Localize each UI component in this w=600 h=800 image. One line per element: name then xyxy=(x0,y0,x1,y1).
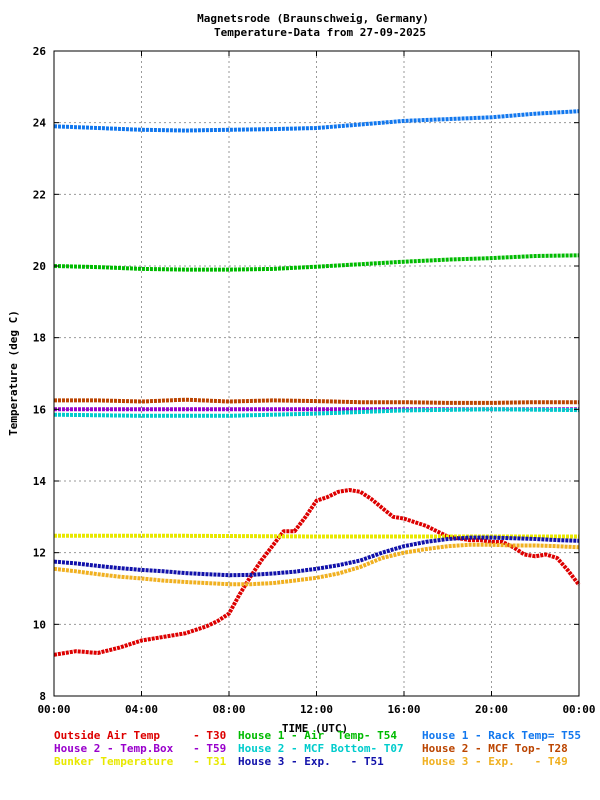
legend-label: House 1 - Air Temp- T54 xyxy=(238,729,397,742)
x-tick-label: 00:00 xyxy=(37,703,70,716)
legend-label: House 2 - MCF Bottom- T07 xyxy=(238,742,404,755)
y-tick-label: 10 xyxy=(33,618,46,631)
series-line-9 xyxy=(53,542,580,587)
series-line-8 xyxy=(53,535,580,578)
series-line-5 xyxy=(53,407,580,418)
x-tick-label: 12:00 xyxy=(300,703,333,716)
legend-label: House 2 - MCF Top- T28 xyxy=(422,742,568,755)
x-tick-label: 16:00 xyxy=(387,703,420,716)
y-axis-label: Temperature (deg C) xyxy=(7,310,20,436)
series-line-3 xyxy=(53,109,580,133)
y-tick-label: 22 xyxy=(33,188,46,201)
chart-subtitle: Temperature-Data from 27-09-2025 xyxy=(214,26,426,39)
series-line-1 xyxy=(53,488,581,657)
y-tick-label: 26 xyxy=(33,45,47,58)
y-tick-label: 8 xyxy=(39,690,46,703)
data-series xyxy=(53,109,581,657)
legend: Outside Air Temp - T30 House 1 - Air Temp… xyxy=(54,729,581,768)
y-axis-ticks: 8 10 12 14 16 18 20 22 24 26 xyxy=(33,45,579,703)
y-tick-label: 20 xyxy=(33,260,46,273)
legend-label: House 3 - Exp. - T49 xyxy=(422,755,568,768)
legend-label: Outside Air Temp - T30 xyxy=(54,729,226,742)
grid-lines xyxy=(54,51,579,696)
x-axis-label: TIME (UTC) xyxy=(282,722,348,735)
x-tick-label: 04:00 xyxy=(125,703,158,716)
legend-label: House 2 - Temp.Box - T59 xyxy=(54,742,226,755)
x-tick-label: 00:00 xyxy=(562,703,595,716)
x-tick-label: 20:00 xyxy=(475,703,508,716)
legend-label: House 3 - Exp. - T51 xyxy=(238,755,384,768)
legend-label: Bunker Temperature - T31 xyxy=(54,755,227,768)
series-line-2 xyxy=(53,253,580,272)
y-tick-label: 16 xyxy=(33,403,47,416)
chart-title: Magnetsrode (Braunschweig, Germany) xyxy=(197,12,429,25)
x-tick-label: 08:00 xyxy=(212,703,245,716)
y-tick-label: 24 xyxy=(33,117,47,130)
x-axis-ticks: 00:00 04:00 08:00 12:00 16:00 20:00 00:00 xyxy=(37,51,596,716)
series-line-6 xyxy=(54,397,579,405)
y-tick-label: 14 xyxy=(33,475,47,488)
legend-label: House 1 - Rack Temp= T55 xyxy=(422,729,581,742)
y-tick-label: 12 xyxy=(33,547,46,560)
y-tick-label: 18 xyxy=(33,332,46,345)
